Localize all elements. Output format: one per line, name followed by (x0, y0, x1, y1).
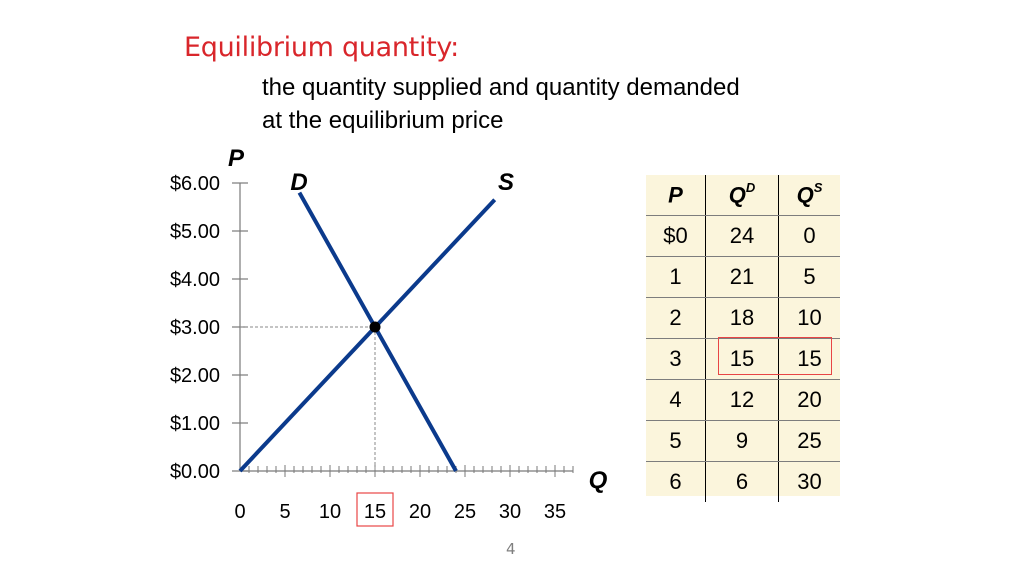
cell-qs: 0 (778, 215, 840, 257)
x-tick-highlight-box (356, 492, 394, 527)
cell-price: 4 (646, 379, 706, 421)
header-qd: QD (705, 175, 779, 216)
supply-curve (238, 198, 497, 473)
cell-qd: 15 (705, 338, 779, 380)
header-qs: QS (778, 175, 840, 216)
cell-qs: 25 (778, 420, 840, 462)
subtitle-line-2: at the equilibrium price (262, 107, 504, 134)
supply-curve-label: S (498, 169, 514, 196)
page-number: 4 (506, 540, 516, 558)
x-tick-label: 15 (364, 501, 386, 523)
x-tick-label: 10 (319, 501, 341, 523)
y-tick-label: $2.00 (170, 365, 220, 387)
y-tick-label: $3.00 (170, 317, 220, 339)
demand-curve-label: D (290, 169, 307, 196)
cell-qd: 21 (705, 256, 779, 298)
equilibrium-point (369, 321, 381, 333)
cell-qd: 18 (705, 297, 779, 339)
cell-qd: 9 (705, 420, 779, 462)
slide-title: Equilibrium quantity: (184, 32, 459, 63)
cell-price: 3 (646, 338, 706, 380)
x-tick-label: 35 (544, 501, 566, 523)
cell-qs: 20 (778, 379, 840, 421)
table-header-row: P QD QS (646, 175, 840, 216)
cell-qs: 10 (778, 297, 840, 339)
slide-subtitle: the quantity supplied and quantity deman… (262, 71, 882, 137)
demand-curve (297, 191, 458, 472)
table-row: 6 6 30 (646, 461, 840, 502)
cell-price: 6 (646, 461, 706, 502)
x-axis-label: Q (589, 467, 608, 494)
cell-qs: 5 (778, 256, 840, 298)
table-row: 2 18 10 (646, 297, 840, 339)
cell-price: 2 (646, 297, 706, 339)
y-tick-label: $5.00 (170, 221, 220, 243)
subtitle-line-1: the quantity supplied and quantity deman… (262, 74, 740, 101)
cell-qs: 15 (778, 338, 840, 380)
table-row: 5 9 25 (646, 420, 840, 462)
table-row: $0 24 0 (646, 215, 840, 257)
cell-qd: 12 (705, 379, 779, 421)
y-tick-label: $0.00 (170, 461, 220, 483)
cell-qs: 30 (797, 469, 822, 494)
cell-qd: 6 (705, 461, 779, 502)
table-row: 1 21 5 (646, 256, 840, 298)
y-tick-label: $1.00 (170, 413, 220, 435)
y-tick-label: $6.00 (170, 173, 220, 195)
table-row: 4 12 20 (646, 379, 840, 421)
x-tick-label: 20 (409, 501, 431, 523)
cell-price: $0 (646, 215, 706, 257)
x-tick-label: 0 (234, 501, 245, 523)
x-tick-label: 25 (454, 501, 476, 523)
cell-price: 5 (646, 420, 706, 462)
cell-qd: 24 (705, 215, 779, 257)
header-p: P (646, 175, 706, 216)
y-axis-label: P (228, 145, 245, 172)
x-tick-label: 5 (279, 501, 290, 523)
cell-price: 1 (646, 256, 706, 298)
y-tick-label: $4.00 (170, 269, 220, 291)
table-row-equilibrium: 3 15 15 (646, 338, 840, 380)
x-tick-label: 30 (499, 501, 521, 523)
